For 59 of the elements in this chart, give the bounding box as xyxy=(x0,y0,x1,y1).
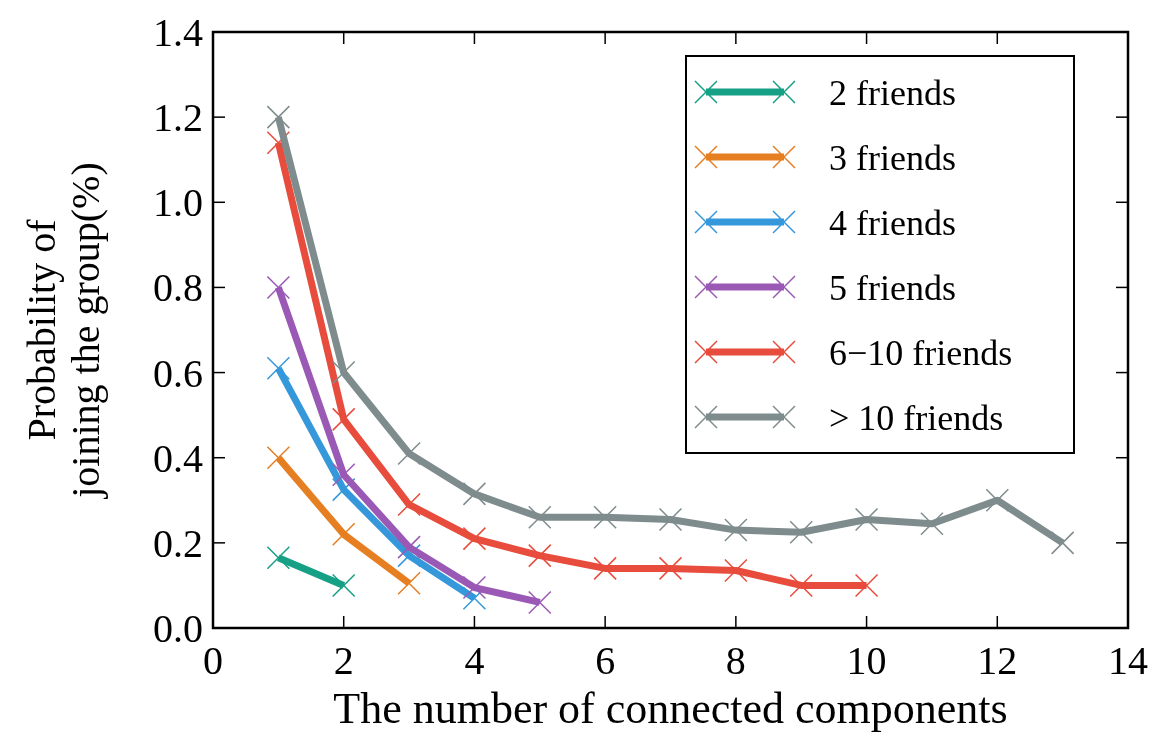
point xyxy=(593,556,617,581)
point xyxy=(266,356,291,381)
x-tick-label: 14 xyxy=(1108,638,1148,683)
point xyxy=(331,573,356,598)
y-tick-label: 1.4 xyxy=(153,10,203,55)
y-tick-label: 0.0 xyxy=(153,606,203,651)
y-axis-title: Probability of joining the group(%) xyxy=(19,162,108,500)
point xyxy=(528,505,552,530)
point xyxy=(397,441,421,466)
point xyxy=(658,556,683,581)
y-tick-label: 0.6 xyxy=(153,350,203,396)
point xyxy=(593,505,617,530)
point xyxy=(462,482,487,506)
point xyxy=(331,407,356,432)
x-tick-label: 12 xyxy=(977,638,1018,683)
x-tick-label: 0 xyxy=(203,638,223,683)
point xyxy=(658,507,683,532)
point xyxy=(331,522,356,547)
point xyxy=(266,546,291,570)
point xyxy=(854,507,879,532)
point xyxy=(266,105,291,129)
point xyxy=(528,543,552,568)
point xyxy=(528,590,552,615)
point xyxy=(397,535,421,559)
point xyxy=(266,445,291,470)
y-tick-label: 1.0 xyxy=(153,180,203,226)
legend-label: 3 friends xyxy=(829,137,956,178)
legend-label: 5 friends xyxy=(829,267,956,308)
point xyxy=(331,462,356,487)
legend-label: 2 friends xyxy=(829,72,956,113)
x-tick-label: 4 xyxy=(464,638,485,683)
x-tick-label: 2 xyxy=(333,638,354,683)
point xyxy=(985,488,1010,513)
legend-label: > 10 friends xyxy=(829,397,1004,438)
point xyxy=(724,558,748,583)
x-tick-label: 8 xyxy=(725,638,746,683)
point xyxy=(854,573,879,598)
legend-label: 6−10 friends xyxy=(829,332,1013,373)
point xyxy=(462,575,487,600)
point xyxy=(331,360,356,385)
point xyxy=(462,526,487,551)
point xyxy=(789,520,813,544)
point xyxy=(331,477,356,502)
x-tick-label: 10 xyxy=(846,638,887,683)
point xyxy=(1050,531,1075,555)
y-tick-label: 0.2 xyxy=(153,520,203,566)
legend-label: 4 friends xyxy=(829,202,956,243)
point xyxy=(397,543,421,568)
point xyxy=(397,492,421,517)
point xyxy=(789,573,813,598)
point xyxy=(920,511,944,536)
y-tick-label: 0.8 xyxy=(153,265,203,311)
x-axis-title: The number of connected components xyxy=(333,684,1008,733)
x-tick-label: 6 xyxy=(595,638,616,683)
point xyxy=(397,571,421,596)
y-tick-label: 0.4 xyxy=(153,435,203,481)
y-tick-label: 1.2 xyxy=(153,95,203,141)
point xyxy=(724,518,748,542)
point xyxy=(266,275,291,300)
